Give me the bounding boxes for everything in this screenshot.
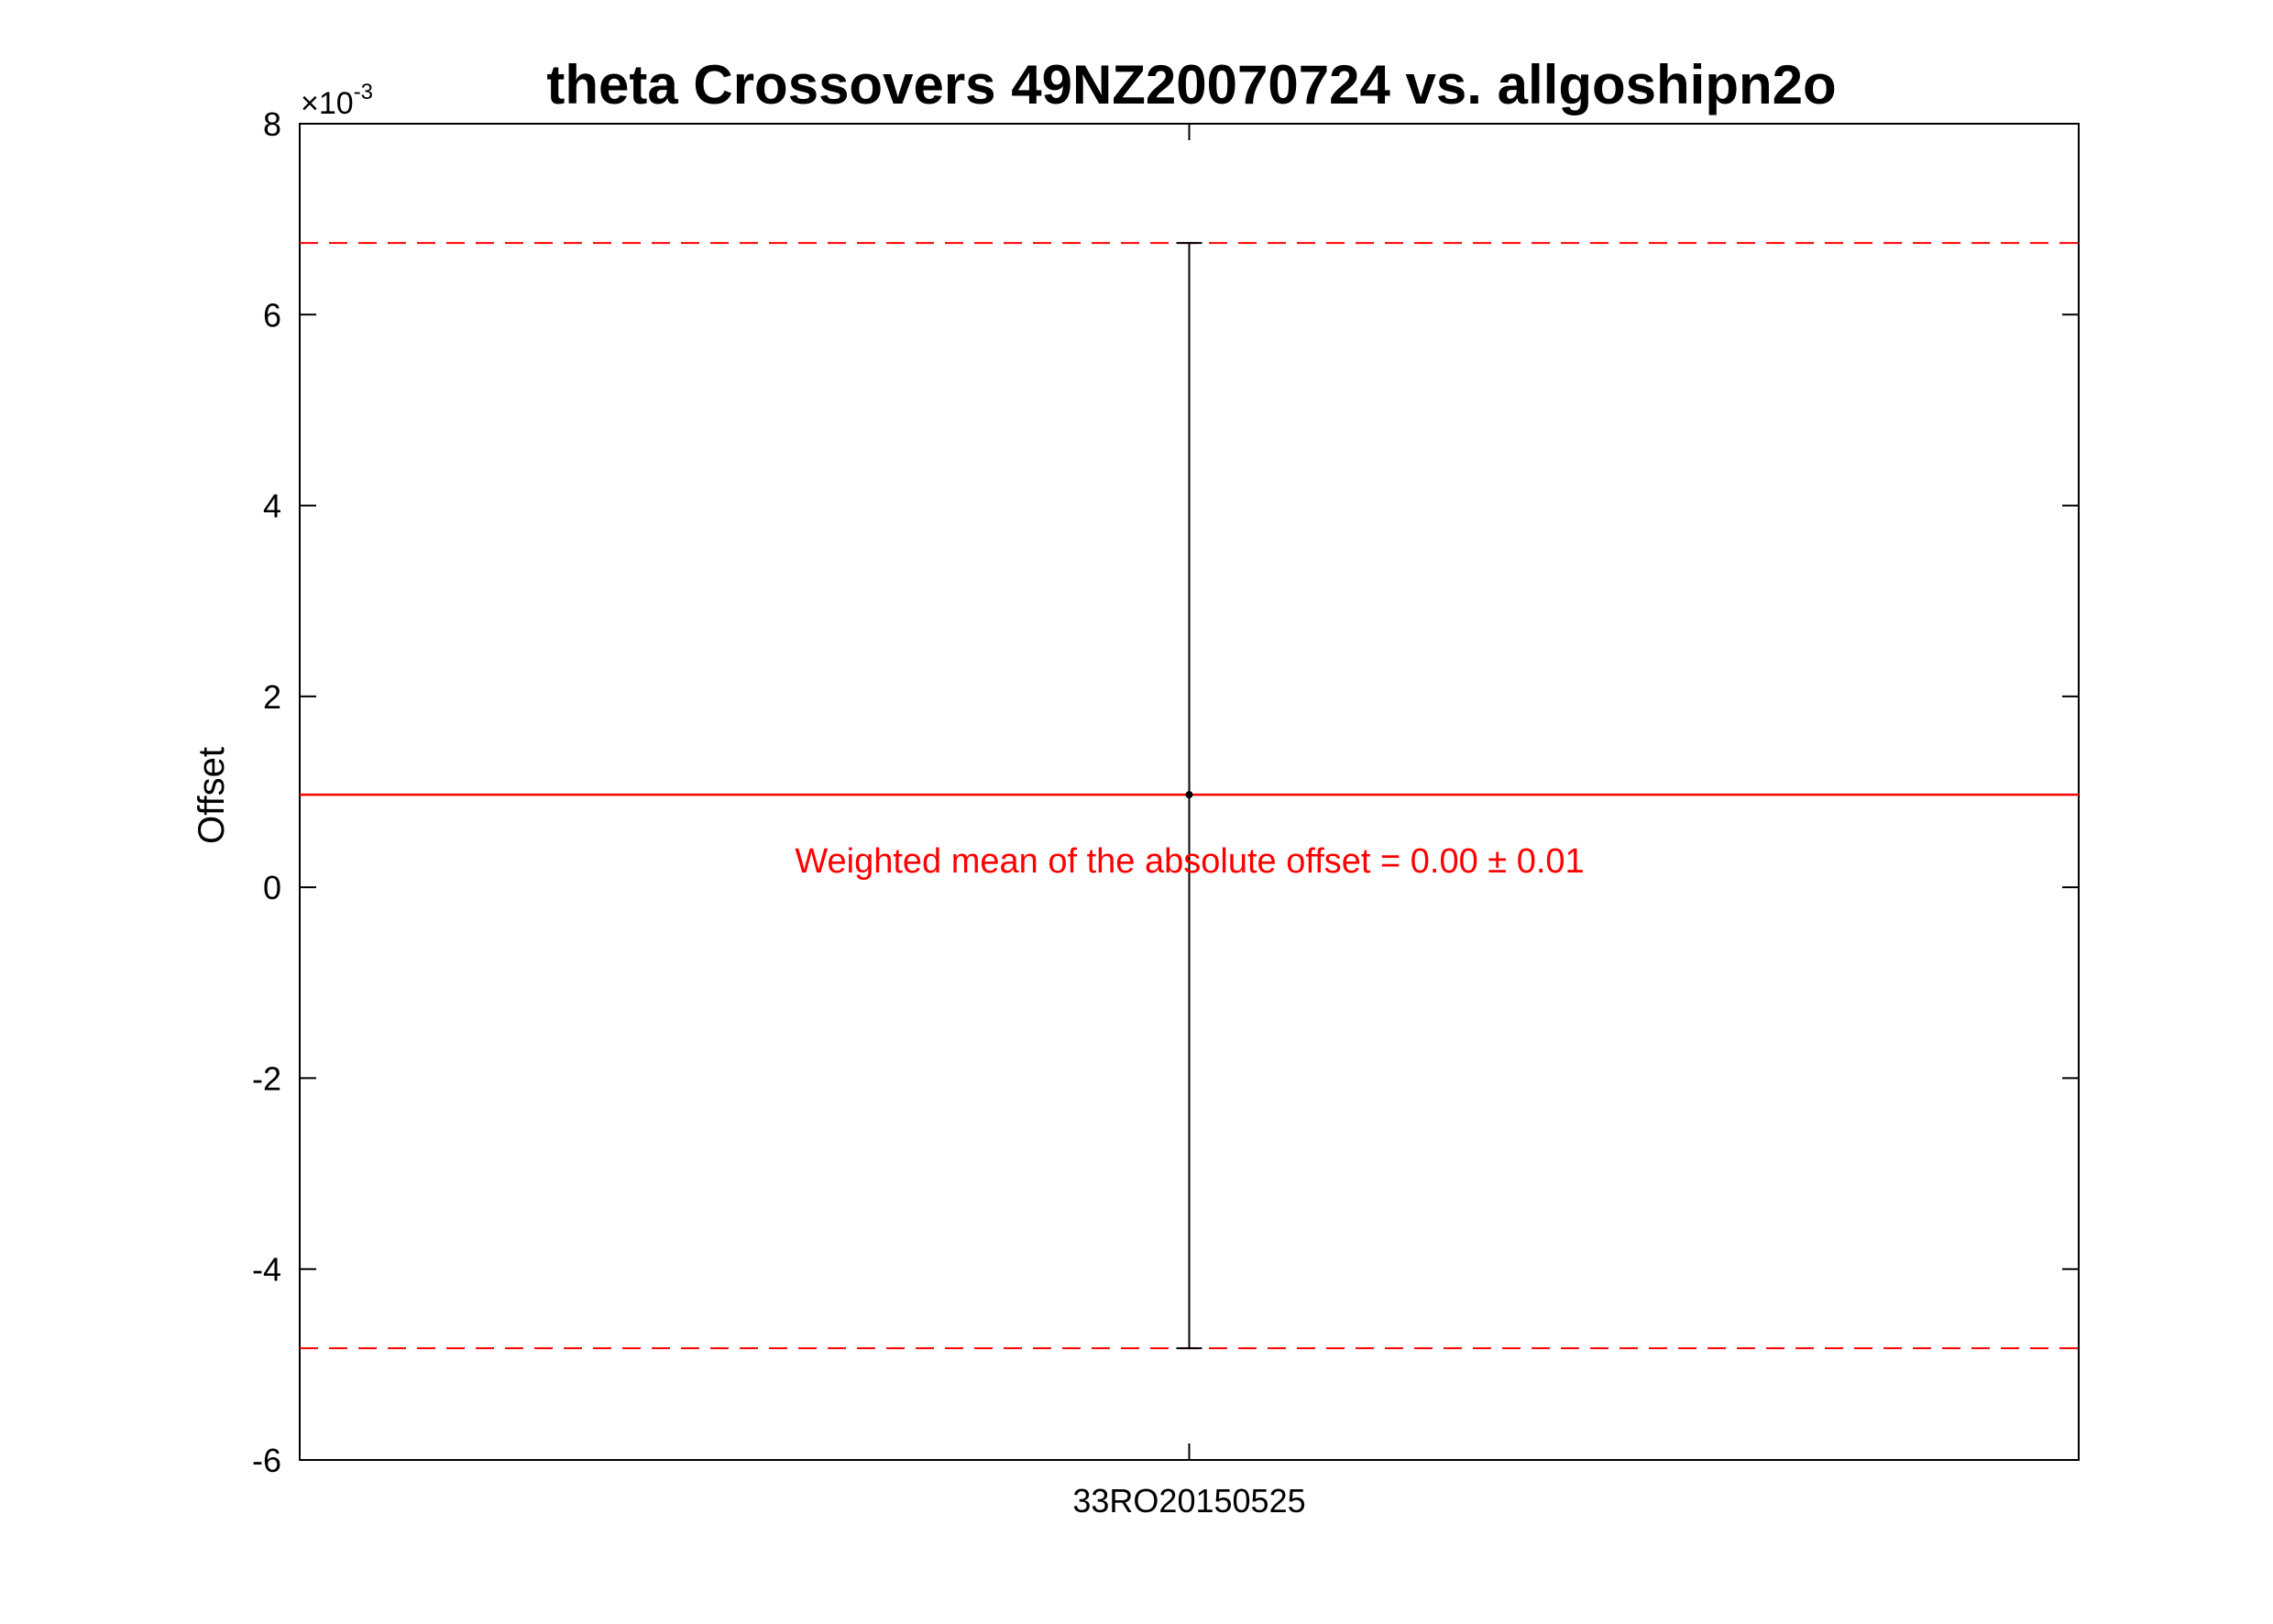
x-tick-label: 33RO20150525 [1072,1482,1305,1520]
y-tick-label: 6 [263,296,281,334]
y-axis-label: Offset [192,747,232,844]
y-axis-exponent-value: -3 [354,80,373,104]
y-tick-label: -6 [252,1442,281,1479]
y-tick-label: 2 [263,678,281,716]
y-tick-label: -4 [252,1251,281,1289]
y-axis-exponent: ×10-3 [301,80,373,121]
y-tick-label: 8 [263,105,281,143]
data-point [1185,791,1193,799]
mean-annotation: Weighted mean of the absolute offset = 0… [795,842,1584,881]
chart-title: theta Crossovers 49NZ20070724 vs. allgos… [546,54,1836,115]
y-tick-label: 4 [263,488,281,525]
y-tick-label: 0 [263,869,281,906]
y-tick-label: -2 [252,1059,281,1097]
y-axis-multiplier: ×10 [301,86,354,121]
